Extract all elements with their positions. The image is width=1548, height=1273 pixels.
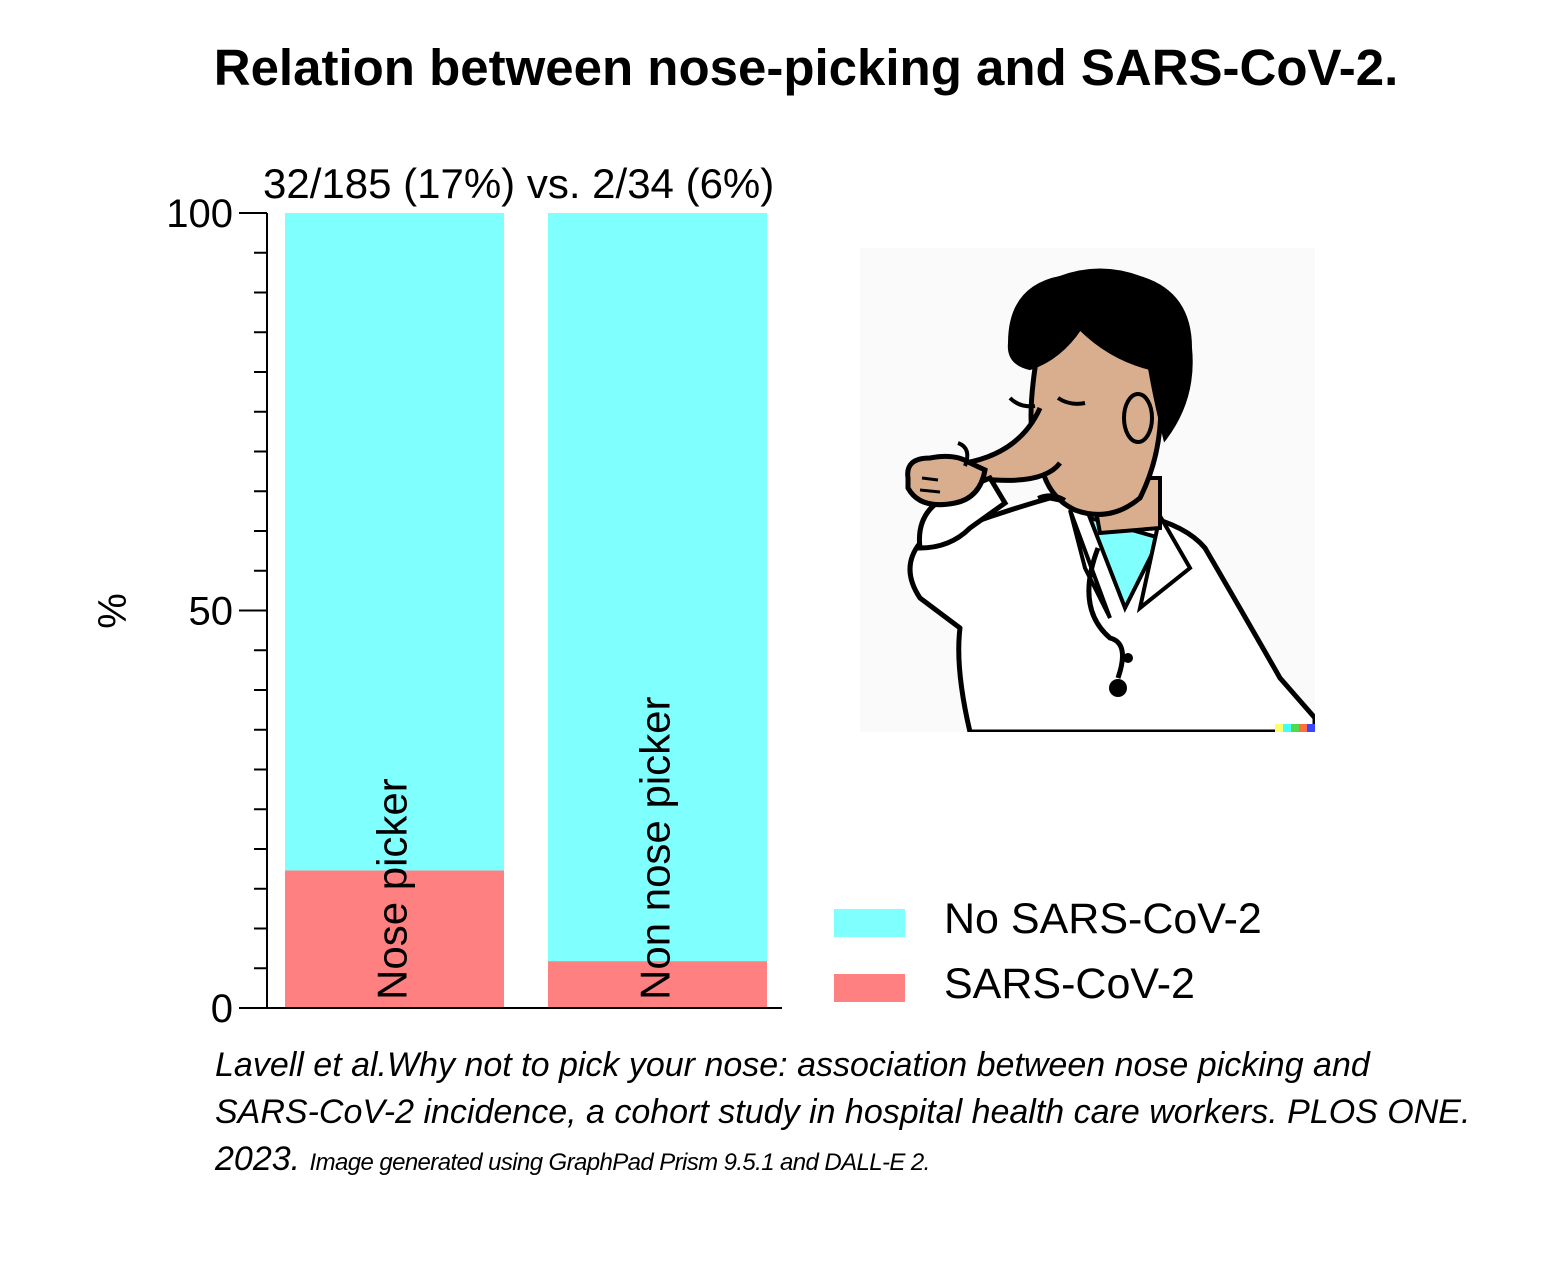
bars-group: [285, 213, 767, 1008]
bar-sars-cov-2-1: [548, 961, 767, 1008]
y-tick-labels: 0 50 100: [166, 192, 233, 1031]
category-label-1: Non nose picker: [632, 696, 679, 1000]
citation-note: Image generated using GraphPad Prism 9.5…: [309, 1149, 931, 1176]
citation: Lavell et al.Why not to pick your nose: …: [215, 1042, 1475, 1186]
doctor-picking-nose-illustration: [860, 248, 1315, 732]
y-tick-label-100: 100: [166, 192, 233, 236]
legend-label-1: SARS-CoV-2: [944, 960, 1195, 1008]
y-ticks: [239, 212, 267, 1009]
comparison-annotation: 32/185 (17%) vs. 2/34 (6%): [263, 160, 774, 207]
chart-title: Relation between nose-picking and SARS-C…: [213, 39, 1399, 96]
category-labels: Nose picker Non nose picker: [369, 696, 679, 1000]
y-tick-label-0: 0: [211, 987, 233, 1031]
y-axis-label: %: [91, 593, 135, 629]
category-label-0: Nose picker: [369, 778, 416, 1000]
bar-no-sars-cov-2-1: [548, 213, 767, 962]
citation-main: Lavell et al.Why not to pick your nose: …: [215, 1046, 1471, 1178]
y-tick-label-50: 50: [189, 590, 234, 634]
legend-label-0: No SARS-CoV-2: [944, 895, 1262, 943]
legend-swatch-1: [834, 974, 905, 1002]
bar-no-sars-cov-2-0: [285, 213, 504, 871]
bar-sars-cov-2-0: [285, 870, 504, 1008]
legend-swatch-0: [834, 909, 905, 937]
